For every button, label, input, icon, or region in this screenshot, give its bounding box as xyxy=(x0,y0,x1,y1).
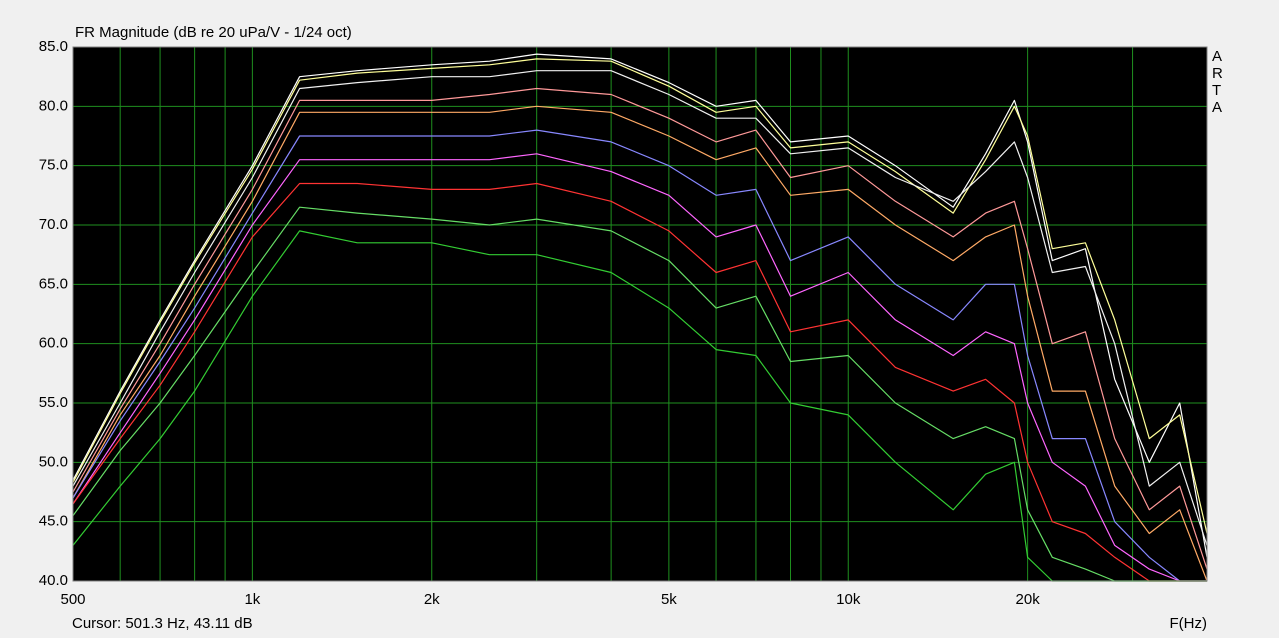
x-tick-label: 1k xyxy=(244,591,260,608)
response-curve xyxy=(72,87,1208,570)
response-curve xyxy=(72,70,1208,546)
response-curve xyxy=(72,182,1207,582)
y-tick-label: 85.0 xyxy=(39,38,68,55)
y-tick-label: 45.0 xyxy=(39,513,68,530)
response-curve xyxy=(72,58,1208,534)
plot-area xyxy=(73,47,1207,581)
y-tick-label: 80.0 xyxy=(39,97,68,114)
y-tick-label: 75.0 xyxy=(39,157,68,174)
x-axis-label: F(Hz) xyxy=(1170,615,1208,632)
chart-title: FR Magnitude (dB re 20 uPa/V - 1/24 oct) xyxy=(75,24,352,41)
x-tick-label: 500 xyxy=(60,591,85,608)
y-tick-label: 40.0 xyxy=(39,572,68,589)
response-curve xyxy=(72,129,1207,582)
x-tick-label: 10k xyxy=(836,591,861,608)
response-curve xyxy=(72,53,1208,558)
plot-frame xyxy=(72,46,1208,582)
response-curve xyxy=(72,105,1208,582)
y-tick-label: 50.0 xyxy=(39,453,68,470)
y-tick-label: 65.0 xyxy=(39,275,68,292)
response-curve xyxy=(72,206,1207,582)
x-tick-label: 20k xyxy=(1016,591,1041,608)
y-tick-label: 60.0 xyxy=(39,335,68,352)
y-tick-label: 55.0 xyxy=(39,394,68,411)
cursor-status: Cursor: 501.3 Hz, 43.11 dB xyxy=(72,615,253,632)
response-curve xyxy=(72,153,1207,582)
watermark: ARTA xyxy=(1212,48,1223,116)
x-tick-label: 5k xyxy=(661,591,677,608)
x-tick-label: 2k xyxy=(424,591,440,608)
y-tick-label: 70.0 xyxy=(39,216,68,233)
